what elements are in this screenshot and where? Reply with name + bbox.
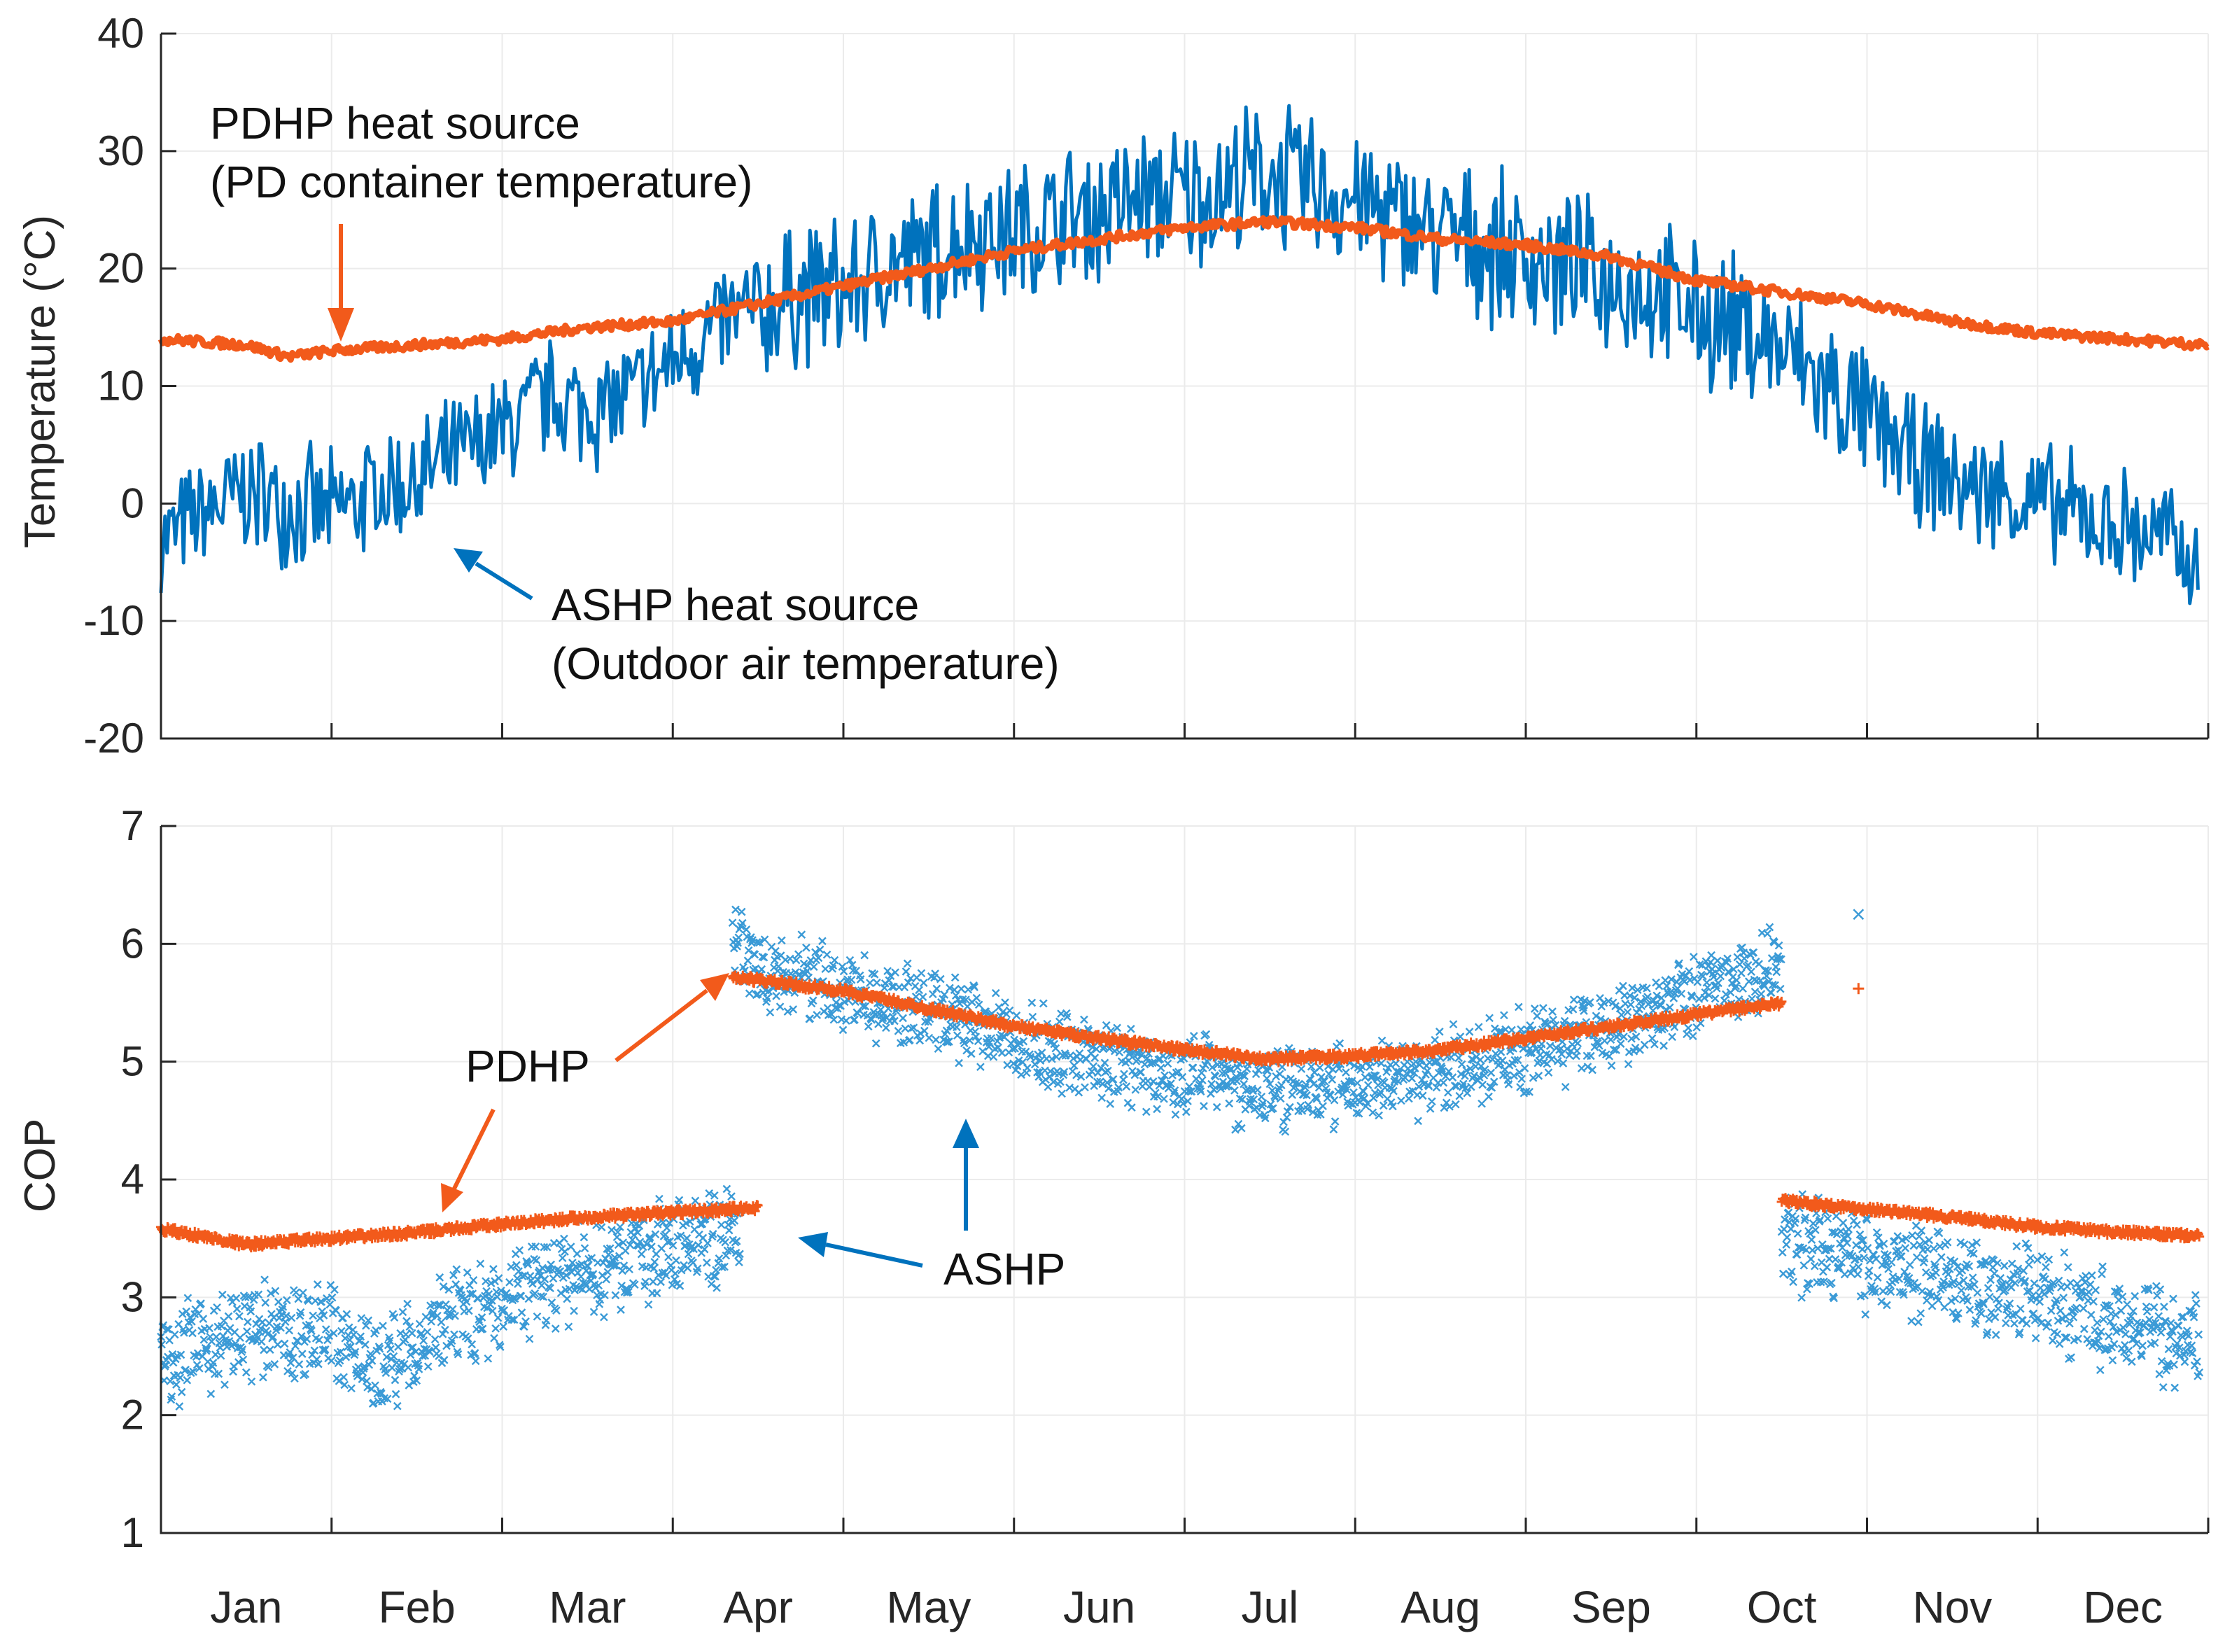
pdhp-source-arrow [328, 224, 354, 342]
pdhp-cop-arrow-upper [615, 973, 729, 1063]
month-label-dec: Dec [2083, 1582, 2163, 1632]
y-tick-label: 20 [97, 245, 144, 292]
cop-y-axis-title: COP [16, 1119, 64, 1212]
y-tick-label: 7 [121, 802, 144, 849]
pdhp-cop-arrow-lower [441, 1108, 496, 1212]
month-label-jan: Jan [210, 1582, 282, 1632]
ashp-cop-left-arrow [798, 1232, 923, 1268]
pdhp-temperature-series [157, 215, 2210, 363]
month-label-jun: Jun [1063, 1582, 1135, 1632]
y-tick-label: 3 [121, 1273, 144, 1320]
ashp-source-annotation-line1: ASHP heat source [552, 580, 919, 630]
y-tick-label: 4 [121, 1156, 144, 1203]
y-tick-label: 6 [121, 920, 144, 967]
ashp-temperature-series [159, 104, 2200, 606]
month-label-mar: Mar [549, 1582, 626, 1632]
month-axis-labels: Jan Feb Mar Apr May Jun Jul Aug Sep Oct Nov Dec [210, 1582, 2163, 1632]
pdhp-temperature-line [157, 215, 2210, 363]
y-tick-label: -10 [83, 597, 144, 644]
temperature-y-axis-title: Temperature (°C) [16, 215, 64, 548]
month-label-apr: Apr [723, 1582, 793, 1632]
y-tick-label: -20 [83, 715, 144, 762]
month-label-jul: Jul [1241, 1582, 1298, 1632]
month-label-nov: Nov [1912, 1582, 1992, 1632]
y-tick-label: 0 [121, 479, 144, 526]
month-label-feb: Feb [378, 1582, 455, 1632]
y-tick-label: 10 [97, 363, 144, 410]
month-label-aug: Aug [1401, 1582, 1480, 1632]
month-label-sep: Sep [1571, 1582, 1651, 1632]
pdhp-source-annotation-line1: PDHP heat source [210, 98, 580, 148]
ashp-cop-vertical-arrow [953, 1119, 979, 1231]
y-tick-label: 2 [121, 1392, 144, 1438]
pdhp-cop-annotation: PDHP [465, 1041, 590, 1091]
temperature-gridlines [160, 33, 2209, 739]
cop-panel: 1 2 3 4 5 6 7 Jan Feb Mar Apr May Jun Jul Aug Sep Oct No… [16, 802, 2210, 1632]
y-tick-label: 5 [121, 1038, 144, 1085]
y-tick-label: 40 [97, 10, 144, 57]
ashp-temperature-line [159, 104, 2200, 606]
y-tick-label: 1 [121, 1509, 144, 1556]
ashp-cop-annotation: ASHP [943, 1244, 1065, 1294]
y-tick-label: 30 [97, 127, 144, 174]
cop-y-ticks: 1 2 3 4 5 6 7 [121, 802, 176, 1556]
temperature-panel: -20 -10 0 10 20 30 40 Temperature (°C) PDHP he… [16, 10, 2210, 762]
ashp-source-annotation-line2: (Outdoor air temperature) [552, 638, 1060, 689]
temperature-y-ticks: -20 -10 0 10 20 30 40 [83, 10, 176, 762]
month-label-oct: Oct [1747, 1582, 1817, 1632]
pdhp-source-annotation-line2: (PD container temperature) [210, 157, 752, 207]
month-label-may: May [886, 1582, 971, 1632]
ashp-source-arrow [454, 548, 533, 601]
